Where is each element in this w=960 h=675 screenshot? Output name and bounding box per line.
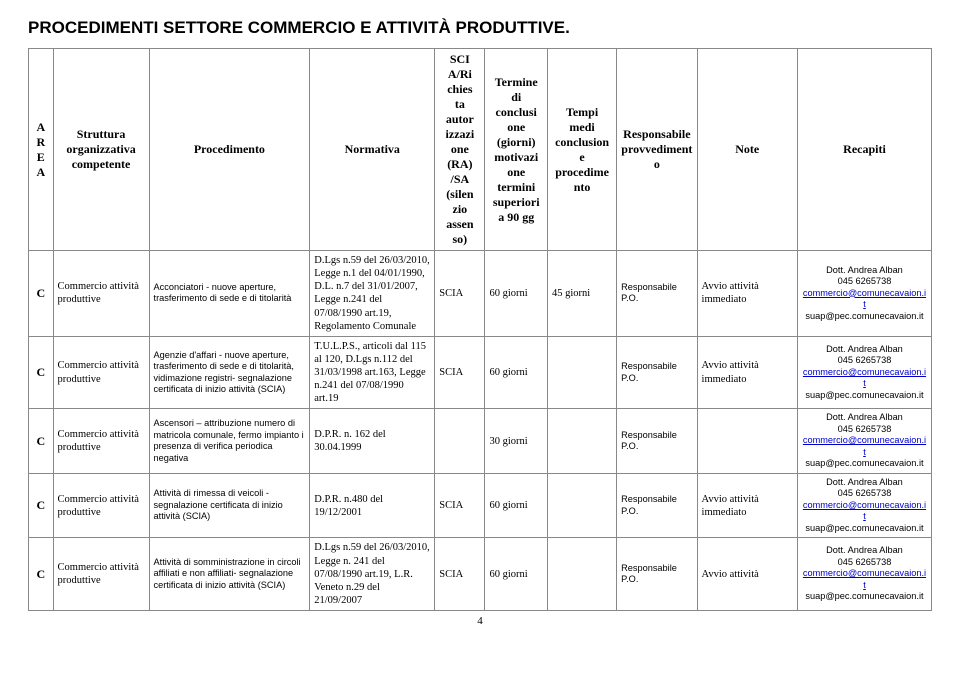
cell-termine: 60 giorni (485, 538, 548, 611)
recapiti-name: Dott. Andrea Alban (826, 477, 903, 487)
table-header-row: A R E A Struttura organizzativa competen… (29, 49, 932, 251)
cell-tempi (547, 473, 616, 538)
recapiti-phone: 045 6265738 (838, 355, 892, 365)
cell-responsabile: Responsabile P.O. (617, 409, 697, 474)
recapiti-phone: 045 6265738 (838, 557, 892, 567)
cell-sci: SCIA (435, 336, 485, 409)
cell-normativa: D.Lgs n.59 del 26/03/2010, Legge n. 241 … (310, 538, 435, 611)
table-row: CCommercio attività produttiveAttività d… (29, 473, 932, 538)
table-row: CCommercio attività produttiveAttività d… (29, 538, 932, 611)
cell-struttura: Commercio attività produttive (53, 538, 149, 611)
cell-sci: SCIA (435, 251, 485, 337)
cell-responsabile: Responsabile P.O. (617, 473, 697, 538)
cell-procedimento: Acconciatori - nuove aperture, trasferim… (149, 251, 310, 337)
recapiti-email-link[interactable]: commercio@comunecavaion.it (803, 500, 926, 522)
recapiti-phone: 045 6265738 (838, 424, 892, 434)
cell-termine: 60 giorni (485, 251, 548, 337)
recapiti-phone: 045 6265738 (838, 276, 892, 286)
recapiti-email-link[interactable]: commercio@comunecavaion.it (803, 367, 926, 389)
cell-normativa: T.U.L.P.S., articoli dal 115 al 120, D.L… (310, 336, 435, 409)
cell-tempi (547, 409, 616, 474)
col-header-recapiti: Recapiti (797, 49, 931, 251)
cell-recapiti: Dott. Andrea Alban 045 6265738commercio@c… (797, 538, 931, 611)
cell-area: C (29, 336, 54, 409)
cell-struttura: Commercio attività produttive (53, 336, 149, 409)
cell-recapiti: Dott. Andrea Alban045 6265738 commercio@c… (797, 336, 931, 409)
cell-termine: 60 giorni (485, 473, 548, 538)
cell-note: Avvio attività immediato (697, 336, 797, 409)
cell-sci: SCIA (435, 538, 485, 611)
cell-normativa: D.Lgs n.59 del 26/03/2010, Legge n.1 del… (310, 251, 435, 337)
cell-note: Avvio attività immediato (697, 251, 797, 337)
cell-responsabile: Responsabile P.O. (617, 538, 697, 611)
procedimenti-table: A R E A Struttura organizzativa competen… (28, 48, 932, 611)
cell-sci: SCIA (435, 473, 485, 538)
col-header-responsabile: Responsabile provvedimento (617, 49, 697, 251)
cell-recapiti: Dott. Andrea Alban045 6265738 commercio@c… (797, 251, 931, 337)
col-header-struttura: Struttura organizzativa competente (53, 49, 149, 251)
cell-responsabile: Responsabile P.O. (617, 251, 697, 337)
col-header-area: A R E A (29, 49, 54, 251)
cell-termine: 60 giorni (485, 336, 548, 409)
cell-termine: 30 giorni (485, 409, 548, 474)
cell-recapiti: Dott. Andrea Alban045 6265738 commercio@c… (797, 473, 931, 538)
cell-responsabile: Responsabile P.O. (617, 336, 697, 409)
col-header-sci: SCI A/Ri chies ta autor izzazi one (RA) … (435, 49, 485, 251)
cell-procedimento: Attività di somministrazione in circoli … (149, 538, 310, 611)
cell-note (697, 409, 797, 474)
cell-procedimento: Ascensori – attribuzione numero di matri… (149, 409, 310, 474)
cell-recapiti: Dott. Andrea Alban 045 6265738commercio@c… (797, 409, 931, 474)
col-header-procedimento: Procedimento (149, 49, 310, 251)
page-number: 4 (28, 615, 932, 627)
cell-area: C (29, 473, 54, 538)
page-title: PROCEDIMENTI SETTORE COMMERCIO E ATTIVIT… (28, 18, 932, 38)
cell-normativa: D.P.R. n.480 del 19/12/2001 (310, 473, 435, 538)
recapiti-email-link[interactable]: commercio@comunecavaion.it (803, 568, 926, 590)
recapiti-name: Dott. Andrea Alban (826, 344, 903, 354)
cell-area: C (29, 251, 54, 337)
cell-tempi: 45 giorni (547, 251, 616, 337)
recapiti-pec: suap@pec.comunecavaion.it (805, 591, 923, 601)
table-row: CCommercio attività produttiveAgenzie d'… (29, 336, 932, 409)
cell-area: C (29, 409, 54, 474)
col-header-termine: Termine di conclusi one (giorni) motivaz… (485, 49, 548, 251)
cell-tempi (547, 336, 616, 409)
cell-tempi (547, 538, 616, 611)
recapiti-pec: suap@pec.comunecavaion.it (805, 458, 923, 468)
cell-sci (435, 409, 485, 474)
table-row: CCommercio attività produttiveAscensori … (29, 409, 932, 474)
recapiti-email-link[interactable]: commercio@comunecavaion.it (803, 288, 926, 310)
recapiti-pec: suap@pec.comunecavaion.it (805, 390, 923, 400)
recapiti-pec: suap@pec.comunecavaion.it (805, 311, 923, 321)
cell-note: Avvio attività immediato (697, 473, 797, 538)
recapiti-pec: suap@pec.comunecavaion.it (805, 523, 923, 533)
col-header-normativa: Normativa (310, 49, 435, 251)
cell-normativa: D.P.R. n. 162 del 30.04.1999 (310, 409, 435, 474)
col-header-note: Note (697, 49, 797, 251)
cell-struttura: Commercio attività produttive (53, 473, 149, 538)
cell-note: Avvio attività (697, 538, 797, 611)
recapiti-phone: 045 6265738 (838, 488, 892, 498)
table-row: CCommercio attività produttiveAcconciato… (29, 251, 932, 337)
cell-procedimento: Attività di rimessa di veicoli - segnala… (149, 473, 310, 538)
col-header-tempi: Tempi medi conclusion e procedime nto (547, 49, 616, 251)
cell-area: C (29, 538, 54, 611)
cell-procedimento: Agenzie d'affari - nuove aperture, trasf… (149, 336, 310, 409)
cell-struttura: Commercio attività produttive (53, 409, 149, 474)
recapiti-name: Dott. Andrea Alban (826, 545, 903, 555)
recapiti-email-link[interactable]: commercio@comunecavaion.it (803, 435, 926, 457)
recapiti-name: Dott. Andrea Alban (826, 265, 903, 275)
cell-struttura: Commercio attività produttive (53, 251, 149, 337)
recapiti-name: Dott. Andrea Alban (826, 412, 903, 422)
